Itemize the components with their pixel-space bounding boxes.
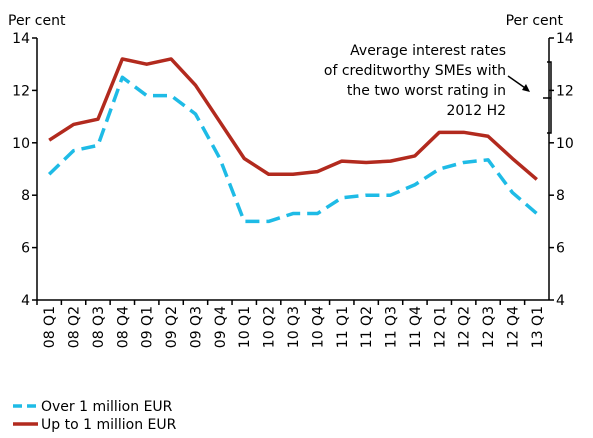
x-tick-label: 12 Q4 <box>505 306 521 348</box>
y-tick-label: 4 <box>21 293 30 309</box>
y2-tick-label: 4 <box>556 293 565 309</box>
y2-tick-label: 6 <box>556 241 565 257</box>
legend-label: Over 1 million EUR <box>41 399 173 415</box>
x-tick-label: 10 Q2 <box>262 306 278 348</box>
x-tick-label: 09 Q3 <box>188 306 204 348</box>
x-tick-label: 11 Q2 <box>359 306 375 348</box>
x-tick-label: 11 Q4 <box>408 306 424 348</box>
x-tick-label: 08 Q4 <box>115 306 131 348</box>
x-tick-label: 12 Q3 <box>481 306 497 348</box>
x-tick-label: 09 Q4 <box>213 306 229 348</box>
annotation-bracket <box>543 61 552 134</box>
annotation: Average interest rates of creditworthy S… <box>324 43 552 134</box>
y2-tick-label: 8 <box>556 188 565 204</box>
y-tick-label: 10 <box>12 136 30 152</box>
x-tick-label: 11 Q3 <box>384 306 400 348</box>
x-tick-label: 08 Q1 <box>42 306 58 348</box>
x-tick-label: 10 Q4 <box>310 306 326 348</box>
annotation-line: of creditworthy SMEs with <box>324 63 506 79</box>
y-tick-label: 6 <box>21 241 30 257</box>
annotation-line: 2012 H2 <box>446 103 506 119</box>
x-tick-label: 08 Q3 <box>91 306 107 348</box>
x-tick-label: 09 Q2 <box>164 306 180 348</box>
y-tick-label: 14 <box>12 31 30 47</box>
y-tick-label: 12 <box>12 83 30 99</box>
x-tick-label: 11 Q1 <box>335 306 351 348</box>
y-tick-label: 8 <box>21 188 30 204</box>
x-tick-label: 13 Q1 <box>530 306 546 348</box>
series-line <box>47 75 538 224</box>
y2-tick-label: 14 <box>556 31 574 47</box>
annotation-line: Average interest rates <box>350 43 506 59</box>
x-tick-label: 12 Q2 <box>457 306 473 348</box>
y-axis-label: Per cent <box>8 13 66 29</box>
legend-label: Up to 1 million EUR <box>41 417 177 433</box>
x-tick-label: 12 Q1 <box>432 306 448 348</box>
series-line <box>48 57 538 181</box>
x-tick-label: 08 Q2 <box>67 306 83 348</box>
annotation-arrowhead <box>522 84 530 92</box>
annotation-line: the two worst rating in <box>347 83 506 99</box>
y2-tick-label: 12 <box>556 83 574 99</box>
x-tick-label: 09 Q1 <box>140 306 156 348</box>
y2-axis-label: Per cent <box>506 13 564 29</box>
x-tick-label: 10 Q1 <box>237 306 253 348</box>
x-tick-label: 10 Q3 <box>286 306 302 348</box>
y2-tick-label: 10 <box>556 136 574 152</box>
